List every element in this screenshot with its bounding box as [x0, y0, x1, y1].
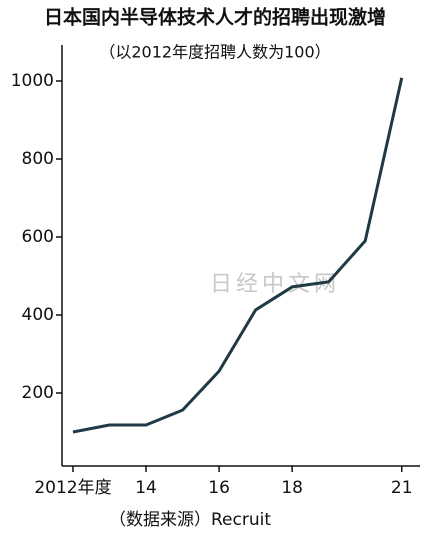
- y-tick-label: 600: [22, 227, 54, 247]
- line-series: [72, 77, 404, 434]
- x-tick-label: 14: [135, 478, 157, 498]
- y-tick-label: 200: [22, 383, 54, 403]
- x-tick-label: 2012年度: [34, 478, 111, 498]
- chart-title: 日本国内半导体技术人才的招聘出现激增: [44, 6, 386, 29]
- y-tick-label: 400: [22, 305, 54, 325]
- watermark: 日经中文网: [210, 272, 340, 297]
- source-note: （数据来源）Recruit: [109, 510, 271, 530]
- y-tick-label: 1000: [11, 71, 54, 91]
- x-tick-label: 16: [208, 478, 230, 498]
- x-tick-label: 18: [281, 478, 303, 498]
- chart-subtitle: （以2012年度招聘人数为100）: [99, 43, 330, 62]
- y-tick-label: 800: [22, 149, 54, 169]
- x-tick-label: 21: [391, 478, 413, 498]
